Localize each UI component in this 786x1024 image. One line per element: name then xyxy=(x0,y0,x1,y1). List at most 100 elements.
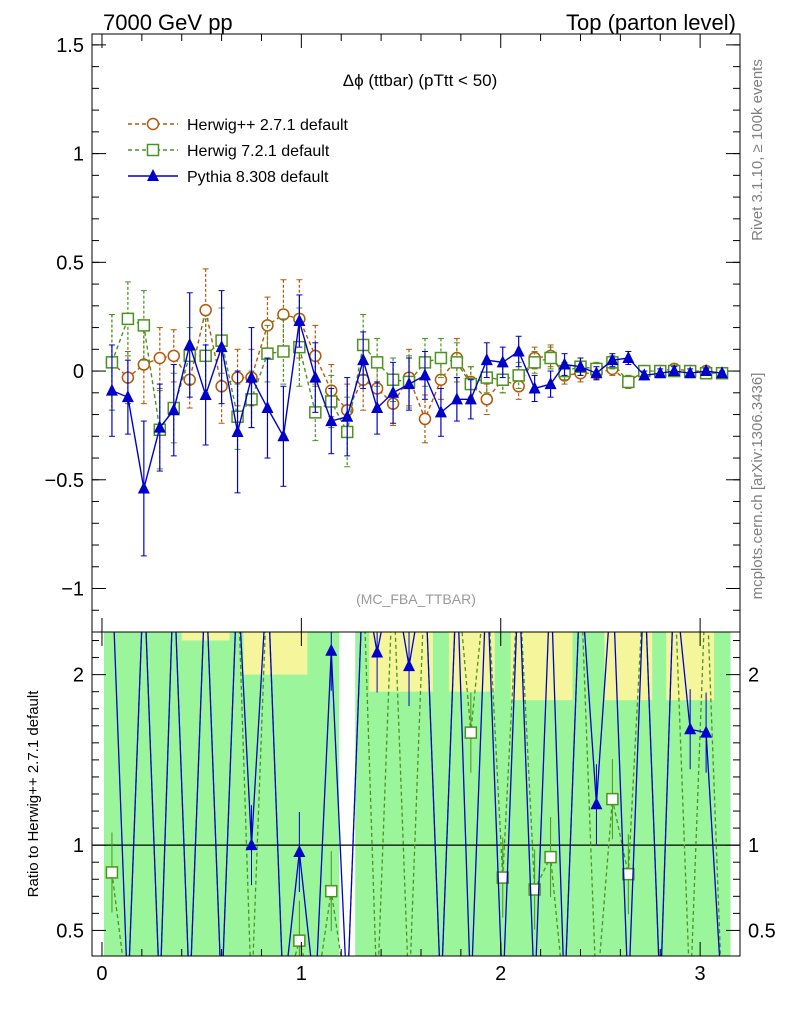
data-point xyxy=(371,401,384,414)
series-line xyxy=(111,317,723,435)
legend: Herwig++ 2.7.1 default Herwig 7.2.1 defau… xyxy=(128,117,349,186)
main-series-group xyxy=(105,268,729,557)
stat-band xyxy=(385,632,402,956)
ratio-point xyxy=(590,797,603,810)
legend-label: Herwig 7.2.1 default xyxy=(187,143,330,160)
header-left: 7000 GeV pp xyxy=(103,10,233,35)
stat-band xyxy=(243,632,260,956)
data-point xyxy=(622,351,635,364)
stat-band xyxy=(307,632,324,956)
data-point xyxy=(277,429,290,442)
y-tick-label: 1 xyxy=(73,144,84,166)
ratio-point xyxy=(700,725,713,738)
data-point xyxy=(496,355,509,368)
data-point xyxy=(261,401,274,414)
data-point xyxy=(325,414,338,427)
syst-band xyxy=(510,632,573,701)
legend-label: Pythia 8.308 default xyxy=(187,169,329,186)
data-point xyxy=(590,366,603,379)
ratio-point xyxy=(528,883,541,896)
ratio-y-tick-label: 2 xyxy=(73,665,84,687)
ratio-point xyxy=(622,867,635,881)
ratio-point xyxy=(606,792,619,806)
data-point xyxy=(167,403,180,416)
data-point xyxy=(121,312,135,326)
ratio-series-open-square xyxy=(105,632,722,956)
stat-band xyxy=(698,632,715,956)
data-point xyxy=(215,340,228,353)
data-point xyxy=(512,344,525,357)
ratio-bands xyxy=(92,632,740,956)
ratio-y-tick-label: 1 xyxy=(73,835,84,857)
data-point xyxy=(606,353,619,366)
ratio-x-tick-label: 1 xyxy=(296,963,307,985)
stat-band xyxy=(135,632,153,956)
data-point xyxy=(293,314,306,327)
data-point xyxy=(622,375,635,389)
ratio-series-group xyxy=(105,632,722,956)
ratio-line xyxy=(113,632,721,956)
ratio-point xyxy=(684,722,697,735)
data-point xyxy=(544,377,557,390)
ratio-point xyxy=(325,884,338,898)
data-point xyxy=(370,356,384,369)
stat-band xyxy=(714,632,731,956)
data-point xyxy=(121,390,134,403)
stat-band xyxy=(666,632,683,956)
data-point xyxy=(309,370,322,383)
chart-title: Δϕ (ttbar) (pTtt < 50) xyxy=(343,71,498,90)
watermark: (MC_FBA_TTBAR) xyxy=(356,591,476,607)
data-point xyxy=(512,369,525,382)
legend-marker xyxy=(147,169,159,181)
data-point xyxy=(558,357,571,370)
y-tick-label: −1 xyxy=(61,579,84,601)
ratio-y-tick-label-right: 2 xyxy=(748,665,759,687)
legend-label: Herwig++ 2.7.1 default xyxy=(187,117,349,134)
data-point xyxy=(544,351,557,365)
y-tick-label: 0 xyxy=(73,361,84,383)
stat-band xyxy=(478,632,496,956)
main-axis: −1 −0.5 0 0.5 1 1.5 xyxy=(45,34,740,632)
data-point xyxy=(716,366,729,379)
syst-band xyxy=(666,632,715,701)
ratio-y-tick-label-right: 1 xyxy=(748,835,759,857)
data-point xyxy=(638,368,651,381)
syst-band xyxy=(448,632,495,692)
ratio-point xyxy=(293,934,306,947)
stat-band xyxy=(291,632,308,956)
data-point xyxy=(434,405,447,418)
data-point xyxy=(700,364,713,377)
data-point xyxy=(450,356,464,369)
stat-band xyxy=(416,632,434,956)
y-tick-label: −0.5 xyxy=(45,470,84,492)
ratio-x-tick-label: 3 xyxy=(695,963,706,985)
ratio-point xyxy=(496,871,509,884)
data-point xyxy=(418,412,432,426)
stat-band xyxy=(275,632,292,956)
series-line xyxy=(111,320,723,489)
data-point xyxy=(528,381,541,394)
data-point xyxy=(668,364,681,377)
data-point xyxy=(167,349,180,363)
main-panel: Δϕ (ttbar) (pTtt < 50) (MC_FBA_TTBAR) −1… xyxy=(45,33,741,633)
data-point xyxy=(105,383,118,396)
data-point xyxy=(357,353,370,366)
series-filled-triangle xyxy=(105,290,729,557)
ratio-x-tick-label: 0 xyxy=(96,963,107,985)
band-gap xyxy=(339,632,356,956)
syst-band xyxy=(243,632,308,675)
data-point xyxy=(153,351,167,365)
ratio-point xyxy=(464,726,478,739)
ratio-point xyxy=(325,643,338,656)
data-point xyxy=(403,377,416,390)
stat-band xyxy=(432,632,450,956)
data-point xyxy=(464,392,477,405)
syst-band xyxy=(604,632,653,701)
data-point xyxy=(199,303,212,317)
stat-band xyxy=(119,632,137,956)
data-point xyxy=(153,420,166,433)
ratio-point xyxy=(544,850,557,864)
stat-band xyxy=(572,632,589,956)
data-point xyxy=(341,409,354,422)
